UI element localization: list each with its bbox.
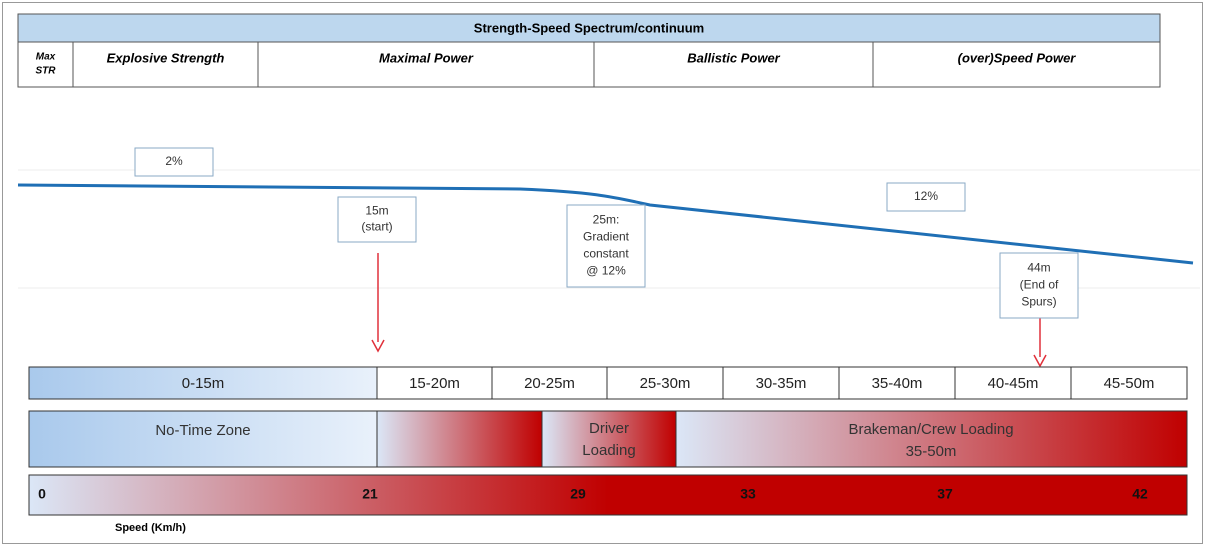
header-label: Explosive Strength (107, 50, 225, 65)
arrow-head (1033, 354, 1047, 368)
zone-label: Brakeman/Crew Loading (848, 421, 1013, 438)
distance-cell (1070, 366, 1188, 400)
header-cell (593, 41, 874, 88)
callout-text: @ 12% (586, 264, 626, 278)
header-label: STR (36, 66, 57, 77)
distance-label: 20-25m (524, 375, 575, 392)
arrow-head (371, 339, 385, 353)
speed-value: 37 (937, 486, 953, 502)
callout-text: (start) (361, 220, 392, 234)
header-label: (over)Speed Power (958, 50, 1077, 65)
callout-text: constant (583, 247, 629, 261)
zone-label: No-Time Zone (155, 422, 250, 439)
zone-label: 35-50m (906, 443, 957, 460)
callout-text: (End of (1020, 278, 1059, 292)
callout-text: 2% (165, 154, 183, 168)
callout-text: 25m: (593, 213, 620, 227)
header-label: Max (36, 52, 56, 63)
distance-cell (491, 366, 608, 400)
callout-text: Spurs) (1021, 295, 1056, 309)
zone-cell (675, 410, 1188, 468)
header-label: Ballistic Power (687, 50, 780, 65)
distance-label: 30-35m (756, 375, 807, 392)
callout-box (134, 147, 214, 177)
speed-value: 33 (740, 486, 756, 502)
zone-cell (376, 410, 543, 468)
speed-value: 29 (570, 486, 586, 502)
callout-text: 15m (365, 204, 388, 218)
zone-cell (28, 410, 378, 468)
header-cell (17, 41, 74, 88)
callout-box (566, 204, 646, 288)
distance-label: 0-15m (182, 375, 225, 392)
distance-cell (376, 366, 493, 400)
header-cell (257, 41, 595, 88)
speed-axis-label: Speed (Km/h) (115, 522, 186, 534)
zone-label: Driver (589, 420, 629, 437)
speed-value: 42 (1132, 486, 1148, 502)
callout-text: Gradient (583, 230, 630, 244)
distance-label: 15-20m (409, 375, 460, 392)
zone-label: Loading (582, 442, 635, 459)
speed-value: 21 (362, 486, 378, 502)
distance-label: 25-30m (640, 375, 691, 392)
speed-bar (28, 474, 1188, 516)
zone-cell (541, 410, 677, 468)
header-label: Maximal Power (379, 50, 474, 65)
track-profile (17, 183, 1194, 265)
distance-cell (954, 366, 1072, 400)
header-cell (72, 41, 259, 88)
header-title: Strength-Speed Spectrum/continuum (474, 20, 704, 35)
distance-label: 40-45m (988, 375, 1039, 392)
header-cell (872, 41, 1161, 88)
speed-value: 0 (38, 486, 46, 502)
distance-cell (28, 366, 378, 400)
callout-text: 12% (914, 189, 938, 203)
callout-text: 44m (1027, 261, 1050, 275)
callout-box (337, 196, 417, 243)
distance-label: 35-40m (872, 375, 923, 392)
distance-label: 45-50m (1104, 375, 1155, 392)
callout-box (886, 182, 966, 212)
callout-box (999, 252, 1079, 319)
